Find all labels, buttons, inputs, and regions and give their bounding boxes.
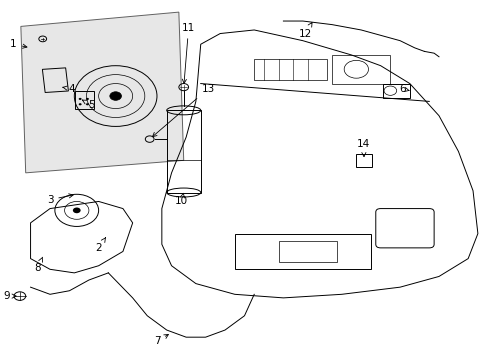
Text: 3: 3 [46, 194, 73, 204]
Text: 1: 1 [10, 39, 27, 49]
Text: 11: 11 [182, 23, 195, 84]
Text: 7: 7 [153, 334, 168, 346]
Circle shape [110, 92, 121, 100]
Text: 2: 2 [95, 238, 105, 253]
Text: 13: 13 [152, 84, 214, 137]
Circle shape [73, 207, 81, 213]
Bar [75, 91, 94, 109]
Text: 8: 8 [35, 257, 42, 273]
Text: 5: 5 [82, 100, 95, 110]
Bar [234, 234, 370, 269]
Text: 12: 12 [298, 23, 311, 39]
Circle shape [79, 98, 81, 100]
Circle shape [79, 103, 81, 105]
Text: 10: 10 [174, 193, 187, 206]
Circle shape [86, 98, 89, 100]
Text: 6: 6 [398, 84, 408, 94]
Bar [42, 68, 68, 93]
Bar [356, 154, 371, 167]
Text: 9: 9 [3, 291, 16, 301]
Polygon shape [21, 12, 183, 173]
Bar [382, 84, 409, 98]
Text: 14: 14 [356, 139, 369, 157]
Bar [254, 59, 326, 80]
Bar [278, 241, 336, 262]
Text: 4: 4 [63, 84, 75, 94]
Circle shape [86, 103, 89, 105]
Bar [166, 111, 201, 193]
Bar [331, 55, 389, 84]
